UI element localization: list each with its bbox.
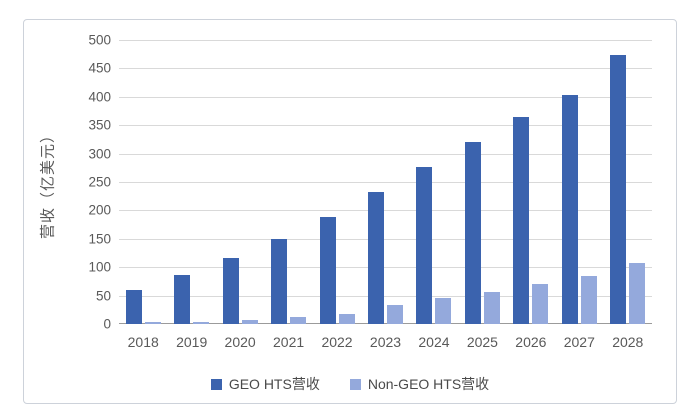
bar-group — [174, 275, 210, 324]
non-geo-hts-bar — [290, 317, 307, 324]
gridline — [119, 182, 652, 183]
bar-group — [416, 166, 452, 324]
gridline — [119, 210, 652, 212]
y-tick-label: 150 — [88, 231, 111, 247]
geo-hts-bar — [319, 217, 336, 324]
non-geo-hts-bar — [144, 322, 161, 324]
chart-frame: 营收（亿美元） 0 50 100 150 200 250 300 350 400 450 500 2… — [23, 19, 677, 404]
geo-hts-bar — [174, 275, 191, 324]
gridline — [119, 267, 652, 269]
gridline — [119, 68, 652, 70]
x-tick-label: 2024 — [418, 334, 450, 350]
non-geo-hts-bar — [193, 321, 210, 324]
non-geo-hts-bar — [532, 284, 549, 324]
y-tick-label: 50 — [95, 288, 111, 304]
gridline — [119, 96, 652, 98]
y-tick-label: 450 — [88, 60, 111, 76]
geo-hts-bar — [368, 192, 384, 324]
y-tick-label: 0 — [103, 316, 111, 332]
gridline — [119, 238, 652, 240]
geo-hts-bar — [513, 117, 530, 324]
bar-group — [464, 142, 500, 324]
legend: GEO HTS营收 Non-GEO HTS营收 — [24, 374, 676, 394]
non-geo-hts-bar — [435, 298, 452, 324]
y-tick-label: 350 — [88, 117, 111, 133]
bar-group — [319, 217, 355, 324]
bar-group — [271, 238, 307, 324]
geo-hts-bar — [271, 238, 288, 324]
geo-hts-bar — [464, 142, 481, 324]
x-axis-line — [119, 323, 652, 324]
x-tick-label: 2028 — [612, 334, 644, 350]
geo-hts-bar — [561, 94, 578, 324]
legend-item-non-geo: Non-GEO HTS营收 — [349, 374, 490, 394]
gridline — [119, 40, 652, 41]
bar-group — [222, 258, 258, 324]
y-tick-label: 200 — [88, 202, 111, 218]
x-axis-labels: 2018 2019 2020 2021 2022 2023 2024 2025 2026 2027… — [119, 334, 652, 354]
x-tick-label: 2021 — [273, 334, 305, 350]
geo-hts-bar — [125, 289, 142, 324]
x-tick-label: 2019 — [176, 334, 208, 350]
x-tick-label: 2023 — [369, 334, 402, 350]
bar-group — [125, 289, 161, 324]
non-geo-hts-bar — [241, 320, 258, 324]
non-geo-hts-bar — [629, 262, 646, 324]
geo-hts-bar — [416, 166, 433, 324]
x-tick-label: 2020 — [224, 334, 256, 350]
gridline — [119, 295, 652, 297]
y-tick-label: 100 — [88, 259, 111, 275]
y-tick-label: 500 — [88, 32, 111, 48]
x-tick-label: 2025 — [466, 334, 498, 350]
bar-group — [610, 54, 646, 324]
x-tick-label: 2018 — [127, 334, 159, 350]
legend-item-geo: GEO HTS营收 — [210, 374, 320, 394]
bar-group — [368, 192, 403, 324]
gridline — [119, 153, 652, 155]
geo-hts-bar — [610, 54, 627, 324]
non-geo-hts-bar — [483, 291, 500, 324]
x-tick-label: 2027 — [563, 334, 595, 350]
non-geo-hts-bar — [338, 313, 355, 324]
y-tick-label: 400 — [88, 89, 111, 105]
legend-label-non-geo: Non-GEO HTS营收 — [367, 376, 490, 392]
non-geo-hts-bar — [387, 305, 403, 324]
bar-group — [561, 94, 597, 324]
y-axis-labels: 0 50 100 150 200 250 300 350 400 450 500 — [24, 33, 111, 332]
legend-swatch-geo — [210, 378, 222, 390]
gridline — [119, 125, 652, 127]
y-tick-label: 300 — [88, 146, 111, 162]
legend-label-geo: GEO HTS营收 — [228, 376, 320, 392]
x-tick-label: 2026 — [515, 334, 547, 350]
non-geo-hts-bar — [580, 275, 597, 324]
bar-group — [513, 117, 549, 324]
plot-area — [119, 40, 652, 324]
x-tick-label: 2022 — [321, 334, 353, 350]
geo-hts-bar — [222, 258, 239, 324]
legend-swatch-non-geo — [349, 378, 361, 390]
y-tick-label: 250 — [88, 174, 111, 190]
